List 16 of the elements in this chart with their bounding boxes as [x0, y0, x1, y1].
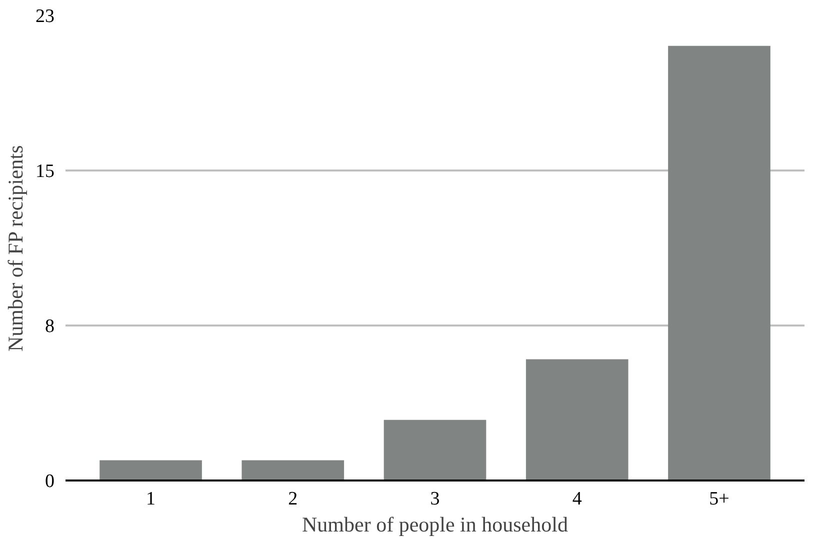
bar [668, 46, 770, 480]
x-tick-label: 1 [146, 488, 156, 510]
bar [384, 420, 486, 480]
y-tick-label: 8 [45, 316, 54, 337]
bar [526, 359, 628, 480]
bar [100, 460, 202, 480]
x-tick-label: 2 [288, 488, 298, 510]
y-tick-label: 23 [36, 6, 54, 27]
y-tick-label: 15 [36, 161, 54, 182]
y-tick-label: 0 [45, 471, 54, 492]
x-tick-label: 3 [430, 488, 440, 510]
bar [242, 460, 344, 480]
x-axis-title: Number of people in household [302, 512, 568, 536]
y-axis-title: Number of FP recipients [4, 145, 28, 352]
x-tick-label: 5+ [709, 488, 730, 510]
x-tick-label: 4 [572, 488, 582, 510]
